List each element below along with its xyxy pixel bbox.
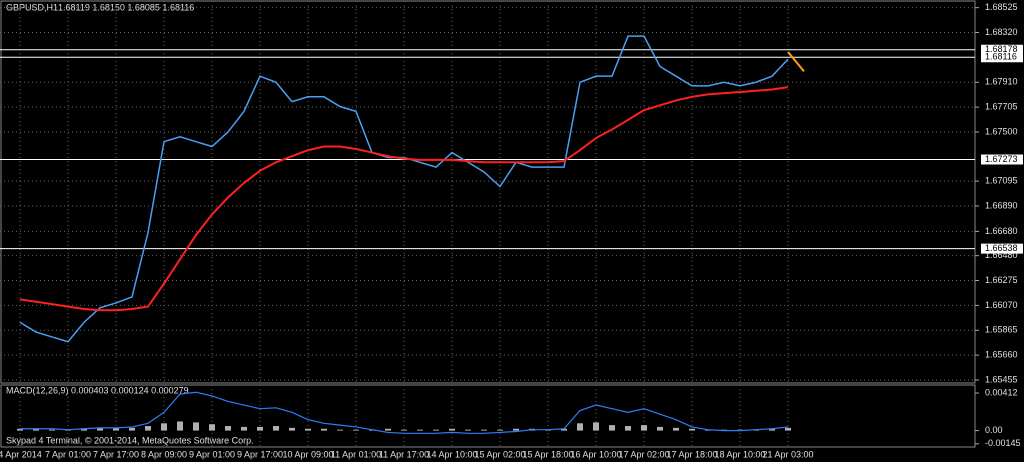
x-tick-label: 15 Apr 02:00 <box>474 449 525 459</box>
histogram-bar <box>449 428 455 431</box>
histogram-bar <box>785 427 791 431</box>
footer: Skypad 4 Terminal, © 2001-2014, MetaQuot… <box>6 435 254 445</box>
level-box <box>981 44 1023 55</box>
y-tick-label: 1.65455 <box>985 374 1018 384</box>
y-tick-label: 1.68320 <box>985 27 1018 37</box>
histogram-bar <box>129 427 135 431</box>
histogram-bar <box>273 426 279 431</box>
y-tick-label: 1.65660 <box>985 349 1018 359</box>
histogram-bar <box>321 428 327 431</box>
level-label: 1.66538 <box>985 243 1018 253</box>
level-box <box>981 243 1023 254</box>
x-tick-label: 17 Apr 02:00 <box>618 449 669 459</box>
y-tick-label: 1.67095 <box>985 175 1018 185</box>
y-tick-label: 1.66890 <box>985 200 1018 210</box>
x-tick-label: 7 Apr 17:00 <box>93 449 139 459</box>
x-tick-label: 21 Apr 03:00 <box>762 449 813 459</box>
histogram-bar <box>481 429 487 431</box>
x-tick-label: 10 Apr 09:00 <box>282 449 333 459</box>
histogram-bar <box>17 428 23 431</box>
histogram-bar <box>417 429 423 431</box>
quote: 1.68119 1.68150 1.68085 1.68116 <box>58 2 194 12</box>
y-tick-label: 1.66480 <box>985 250 1018 260</box>
y-tick-label: 1.67500 <box>985 126 1018 136</box>
y-tick-label: 1.67910 <box>985 77 1018 87</box>
histogram-bar <box>289 427 295 431</box>
level-box <box>981 154 1023 165</box>
y-tick-label: 0.00 <box>985 425 1003 435</box>
histogram-bar <box>177 421 183 431</box>
histogram-bar <box>641 425 647 431</box>
y-tick-label: 1.68525 <box>985 2 1018 12</box>
histogram-bar <box>225 426 231 431</box>
histogram-bar <box>353 429 359 431</box>
level-label: 1.67273 <box>985 154 1018 164</box>
histogram-bar <box>625 426 631 431</box>
histogram-bar <box>689 428 695 431</box>
level-label: 1.68178 <box>985 44 1018 54</box>
histogram-bar <box>97 427 103 431</box>
histogram-bar <box>161 423 167 431</box>
histogram-bar <box>497 429 503 431</box>
macd-title: MACD(12,26,9) 0.000403 0.000124 0.000279 <box>6 385 189 395</box>
y-tick-label: -0.00145 <box>985 438 1021 448</box>
histogram-bar <box>433 429 439 431</box>
x-tick-label: 11 Apr 01:00 <box>331 449 381 459</box>
histogram-bar <box>385 428 391 431</box>
series-line <box>19 86 789 312</box>
histogram-bar <box>609 425 615 431</box>
y-tick-label: 1.67705 <box>985 101 1018 111</box>
histogram-bar <box>257 426 263 431</box>
x-tick-label: 7 Apr 01:00 <box>45 449 91 459</box>
level-label: 1.68116 <box>985 52 1017 62</box>
level-box <box>981 52 1023 63</box>
macd-frame <box>0 384 976 448</box>
histogram-bar <box>305 428 311 431</box>
x-tick-label: 8 Apr 09:00 <box>141 449 187 459</box>
x-tick-label: 14 Apr 10:00 <box>426 449 477 459</box>
y-tick-label: 1.65865 <box>985 325 1018 335</box>
y-tick-label: 0.00412 <box>985 387 1018 397</box>
histogram-bar <box>593 422 599 431</box>
histogram-bar <box>193 422 199 431</box>
histogram-bar <box>145 426 151 431</box>
main-frame <box>0 0 976 384</box>
histogram-bar <box>113 427 119 431</box>
y-tick-label: 1.66275 <box>985 275 1018 285</box>
x-tick-label: 9 Apr 17:00 <box>237 449 283 459</box>
series-line <box>20 391 789 434</box>
x-tick-label: 15 Apr 18:00 <box>522 449 573 459</box>
x-tick-label: 11 Apr 17:00 <box>379 449 429 459</box>
histogram-bar <box>465 429 471 431</box>
histogram-bar <box>33 428 39 431</box>
x-tick-label: 17 Apr 18:00 <box>666 449 717 459</box>
series-line <box>19 35 789 343</box>
histogram-bar <box>561 428 567 431</box>
x-tick-label: 18 Apr 10:00 <box>714 449 765 459</box>
histogram-bar <box>577 423 583 431</box>
histogram-bar <box>209 424 215 431</box>
histogram-bar <box>769 428 775 431</box>
y-tick-label: 1.66070 <box>985 300 1018 310</box>
y-tick-label: 1.66680 <box>985 226 1018 236</box>
histogram-bar <box>673 427 679 431</box>
histogram-bar <box>49 429 55 431</box>
histogram-bar <box>81 428 87 431</box>
x-tick-label: 9 Apr 01:00 <box>189 449 235 459</box>
histogram-bar <box>337 429 343 431</box>
x-tick-label: 16 Apr 10:00 <box>570 449 621 459</box>
histogram-bar <box>657 426 663 431</box>
series-line <box>787 51 805 72</box>
histogram-bar <box>401 429 407 431</box>
histogram-bar <box>241 426 247 431</box>
x-tick-label: 4 Apr 2014 <box>0 449 42 459</box>
histogram-bar <box>513 428 519 431</box>
